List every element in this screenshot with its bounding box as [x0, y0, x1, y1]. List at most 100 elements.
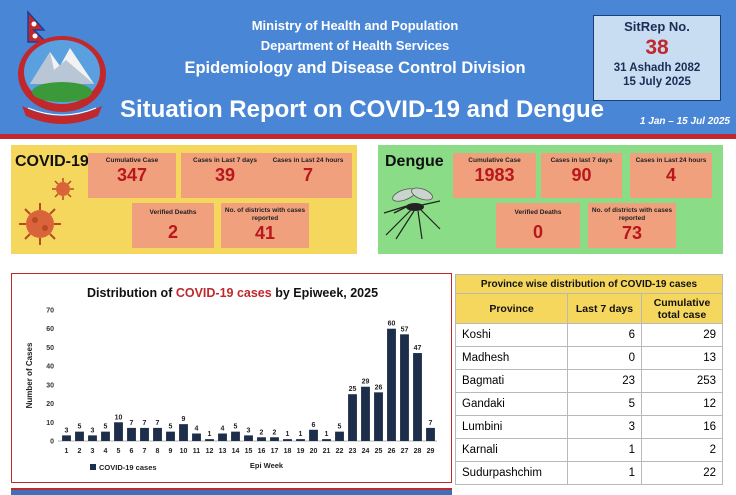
card-label: Cases in last 7 days — [550, 157, 613, 164]
data-label: 60 — [388, 321, 396, 328]
table-header-row: Province Last 7 days Cumulative total ca… — [455, 293, 723, 324]
card-label: Cumulative Case — [468, 157, 521, 164]
card-label: No. of districts with cases reported — [224, 207, 306, 222]
bar-week-19 — [296, 439, 305, 441]
card-label: Cumulative Case — [105, 157, 159, 164]
bar-week-16 — [257, 437, 266, 441]
cell-province: Lumbini — [455, 415, 568, 439]
x-tick-label: 19 — [297, 448, 305, 455]
cell-total: 2 — [641, 438, 723, 462]
y-tick-label: 40 — [46, 364, 54, 371]
cell-last7: 3 — [567, 415, 642, 439]
virus-small-icon — [52, 178, 74, 200]
covid-card-deaths: Verified Deaths 2 — [132, 203, 214, 248]
sitrep-nepali-date: 31 Ashadh 2082 — [613, 62, 701, 74]
cell-total: 253 — [641, 369, 723, 393]
x-tick-label: 18 — [284, 448, 292, 455]
data-label: 7 — [156, 420, 160, 427]
covid-card-districts: No. of districts with cases reported 41 — [221, 203, 309, 248]
x-tick-label: 6 — [130, 448, 134, 455]
report-header: Ministry of Health and Population Depart… — [0, 0, 736, 134]
card-value: 0 — [532, 222, 543, 242]
table-caption: Province wise distribution of COVID-19 c… — [455, 274, 723, 294]
x-tick-label: 27 — [401, 448, 409, 455]
bar-week-3 — [88, 435, 97, 441]
card-value: 2 — [167, 222, 178, 242]
x-tick-label: 25 — [375, 448, 383, 455]
data-label: 5 — [169, 424, 173, 431]
x-tick-label: 28 — [414, 448, 422, 455]
data-label: 1 — [325, 431, 329, 438]
data-label: 4 — [195, 426, 199, 433]
covid-card-last24: Cases in Last 24 hours 7 — [264, 153, 352, 198]
dengue-card-districts: No. of districts with cases reported 73 — [588, 203, 676, 248]
cell-total: 22 — [641, 461, 723, 485]
card-label: Cases in Last 24 hours — [272, 157, 344, 164]
x-tick-label: 17 — [271, 448, 279, 455]
data-label: 2 — [273, 429, 277, 436]
data-label: 5 — [78, 424, 82, 431]
x-tick-label: 3 — [91, 448, 95, 455]
card-value: 90 — [571, 165, 592, 185]
nepal-emblem-icon — [18, 10, 106, 124]
cell-total: 12 — [641, 392, 723, 416]
chart-title-highlight: COVID-19 cases — [175, 286, 272, 300]
data-label: 7 — [130, 420, 134, 427]
x-tick-label: 20 — [310, 448, 318, 455]
x-tick-label: 16 — [258, 448, 266, 455]
chart-title: Distribution of COVID-19 cases by Epiwee… — [12, 286, 453, 300]
x-tick-label: 23 — [349, 448, 357, 455]
y-axis-label: Number of Cases — [25, 342, 34, 408]
x-tick-label: 7 — [143, 448, 147, 455]
bar-week-28 — [413, 353, 422, 441]
data-label: 47 — [414, 345, 422, 352]
covid-panel-title: COVID-19 — [15, 153, 89, 170]
x-tick-label: 10 — [180, 448, 188, 455]
x-tick-label: 5 — [117, 448, 121, 455]
col-header-total: Cumulative total case — [641, 293, 723, 324]
bar-week-17 — [270, 437, 279, 441]
bar-week-1 — [62, 435, 71, 441]
cell-last7: 1 — [567, 438, 642, 462]
card-value: 1983 — [474, 165, 515, 185]
bar-week-29 — [426, 427, 435, 441]
covid-summary-panel: COVID-19 Cumulative Case 347 — [11, 145, 357, 254]
department-name: Department of Health Services — [260, 38, 450, 53]
bar-week-6 — [127, 427, 136, 441]
data-label: 29 — [362, 379, 370, 386]
data-label: 9 — [182, 416, 186, 423]
table-row: Koshi 6 29 — [455, 323, 723, 347]
next-section-bar — [11, 488, 452, 495]
header-divider — [0, 134, 736, 139]
x-tick-label: 15 — [245, 448, 253, 455]
province-table: Province wise distribution of COVID-19 c… — [455, 274, 723, 485]
card-value: 347 — [116, 165, 148, 185]
card-label: Cases in Last 24 hours — [635, 157, 707, 164]
table-row: Madhesh 0 13 — [455, 346, 723, 370]
bar-week-18 — [283, 439, 292, 441]
x-tick-label: 12 — [206, 448, 214, 455]
data-label: 2 — [260, 429, 264, 436]
y-tick-label: 10 — [46, 420, 54, 427]
x-tick-label: 4 — [104, 448, 108, 455]
card-label: Verified Deaths — [514, 209, 562, 216]
x-tick-label: 1 — [65, 448, 69, 455]
y-tick-label: 60 — [46, 326, 54, 333]
card-value: 41 — [254, 223, 276, 243]
cell-total: 13 — [641, 346, 723, 370]
col-header-last7: Last 7 days — [567, 293, 642, 324]
bar-week-4 — [101, 431, 110, 441]
cell-province: Koshi — [455, 323, 568, 347]
data-label: 4 — [221, 426, 225, 433]
bar-week-26 — [387, 328, 396, 441]
cell-last7: 6 — [567, 323, 642, 347]
table-row: Gandaki 5 12 — [455, 392, 723, 416]
legend-label: COVID-19 cases — [99, 463, 157, 472]
bar-week-13 — [218, 433, 227, 441]
bar-week-11 — [192, 433, 201, 441]
data-label: 5 — [338, 424, 342, 431]
report-date-range: 1 Jan – 15 Jul 2025 — [639, 116, 730, 127]
card-label: Verified Deaths — [149, 209, 197, 216]
